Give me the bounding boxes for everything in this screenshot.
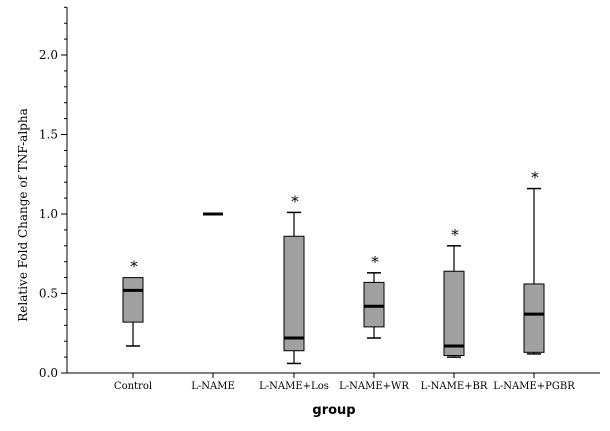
x-tick-label: L-NAME+Los	[259, 381, 329, 392]
y-tick-label: 0.0	[39, 366, 58, 380]
x-axis: Control L-NAME L-NAME+Los L-NAME+WR L-NAME+B…	[67, 372, 600, 392]
significance-star: *	[451, 226, 459, 244]
y-tick-label: 1.5	[39, 128, 58, 142]
box-series: * * * * *	[122, 169, 545, 365]
y-axis-title: Relative Fold Change of TNF-alpha	[16, 108, 30, 322]
box-group: *	[363, 253, 385, 339]
x-tick-label: L-NAME+PGBR	[493, 381, 575, 392]
x-tick-label: L-NAME	[191, 381, 235, 392]
y-tick-label: 1.0	[39, 207, 58, 221]
significance-star: *	[130, 258, 138, 276]
significance-star: *	[371, 253, 379, 271]
significance-star: *	[531, 169, 539, 187]
x-axis-title: group	[312, 403, 355, 418]
box-body	[122, 277, 144, 323]
box-body	[283, 235, 305, 352]
box-body	[443, 270, 465, 357]
box-group: *	[443, 226, 465, 358]
box-group: *	[523, 169, 545, 355]
x-tick-label: Control	[114, 381, 152, 392]
box-body	[523, 283, 545, 353]
box-body	[363, 281, 385, 328]
x-tick-label: L-NAME+BR	[421, 381, 488, 392]
x-tick-label: L-NAME+WR	[339, 381, 409, 392]
significance-star: *	[291, 192, 299, 210]
box-group: *	[122, 258, 144, 347]
box-group: *	[283, 192, 305, 365]
y-tick-label: 0.5	[39, 287, 58, 301]
y-tick-label: 2.0	[39, 48, 58, 62]
y-axis: 0.0 0.5 1.0 1.5 2.0	[39, 6, 68, 380]
